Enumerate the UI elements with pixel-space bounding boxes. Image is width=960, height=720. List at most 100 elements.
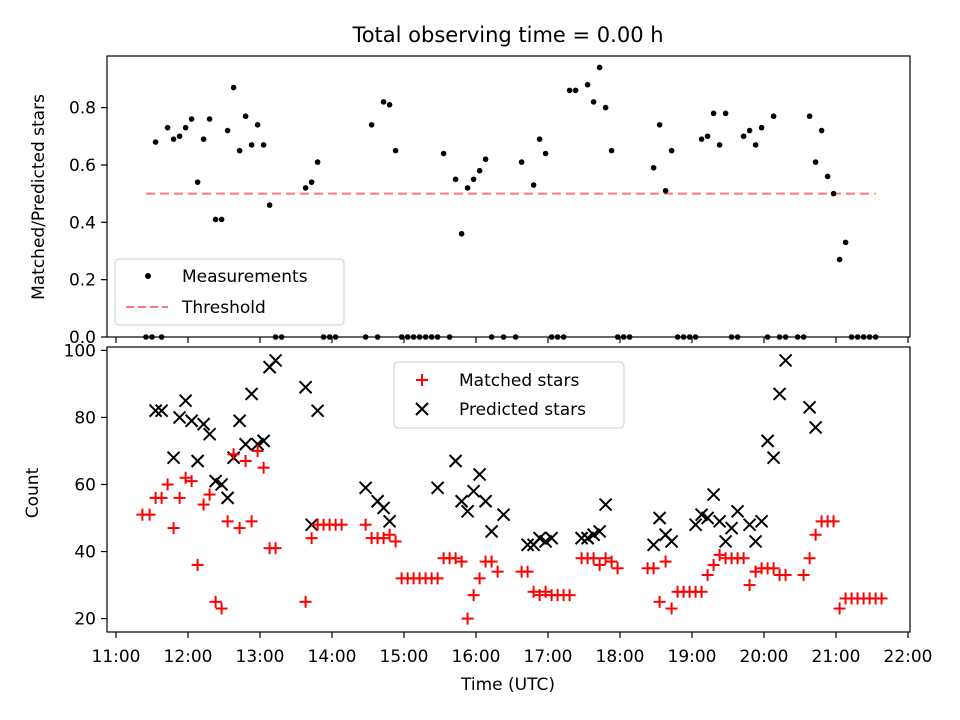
bottom-x-tick-label: 16:00 [452,647,501,667]
measurement-point [188,116,195,122]
matched-point [233,522,246,535]
predicted-point [220,491,235,505]
measurement-point [182,124,189,131]
legend-matched-label: Matched stars [459,371,579,391]
matched-point [251,444,264,457]
predicted-point [238,437,253,451]
matched-point [359,518,372,531]
matched-point [203,488,216,501]
measurement-point [710,110,717,117]
measurement-point [590,99,597,105]
matched-point [173,491,186,504]
predicted-point [592,524,607,539]
bottom-x-ticks: 11:00 12:00 13:00 14:00 15:00 16:00 17:00 18:00… [92,632,933,667]
legend-predicted-marker [415,402,429,416]
measurement-point [380,99,387,105]
predicted-point [376,501,391,515]
matched-point [521,565,534,578]
matched-point [383,528,396,541]
top-axes-frame [106,55,911,338]
predicted-point [358,481,373,495]
measurement-point [770,113,777,120]
predicted-point [202,427,217,441]
predicted-point [454,494,469,508]
measurement-point [572,87,579,94]
measurement-point [746,127,753,134]
predicted-point [478,494,493,508]
measurement-point [476,167,483,174]
matched-point [227,448,240,461]
bottom-x-tick-label: 22:00 [884,647,933,667]
matched-point [611,562,624,575]
measurement-point [698,136,705,142]
matched-point [215,602,228,615]
measurement-point [518,159,525,165]
predicted-point [730,504,745,519]
measurement-point [302,185,309,191]
measurement-point [308,179,315,185]
predicted-point [268,353,283,368]
predicted-point [184,414,199,428]
predicted-point [310,403,325,418]
measurement-point [224,127,231,134]
measurement-point [314,159,321,165]
predicted-point [778,353,793,368]
predicted-point [742,517,757,532]
predicted-point [598,497,613,512]
measurement-point [722,110,729,117]
top-y-tick-label: 0.6 [69,156,96,176]
measurement-point [704,133,711,140]
bottom-y-tick-label: 40 [74,543,96,563]
measurement-point [656,122,663,128]
predicted-point [214,477,229,492]
matched-point [161,478,174,491]
bottom-y-axis-label: Count [23,467,43,518]
predicted-point [748,534,763,549]
measurement-point [668,147,675,154]
measurement-point [464,185,471,191]
matched-point [269,542,282,555]
measurement-point [176,133,183,140]
measurement-point [470,176,477,183]
predicted-point [178,393,193,408]
matched-point [143,508,156,521]
top-y-tick-label: 0.8 [69,99,96,119]
predicted-point [430,481,445,495]
measurement-point [236,147,243,154]
predicted-point [148,403,163,418]
matched-point [473,572,486,585]
predicted-point [772,387,787,401]
measurement-point [830,190,837,197]
predicted-point [520,538,535,552]
measurement-point [242,113,249,120]
matched-point [647,562,660,575]
measurement-point [716,142,723,148]
bottom-x-tick-label: 19:00 [668,647,717,667]
predicted-point [688,517,703,532]
predicted-point [544,531,559,545]
measurement-point [194,179,201,185]
top-chart-title: Total observing time = 0.00 h [351,23,663,47]
top-y-axis-label: Matched/Predicted stars [29,94,49,300]
legend-matched-marker [416,374,428,386]
predicted-point [754,514,769,529]
matched-point [491,565,504,578]
measurement-point [596,64,603,71]
predicted-point [232,414,247,428]
matched-point [833,602,846,615]
matched-point [779,569,792,581]
matched-point [743,579,756,592]
matched-point [665,602,678,615]
matched-point [659,555,672,568]
bottom-x-tick-label: 12:00 [164,647,213,667]
bottom-x-tick-label: 15:00 [380,647,429,667]
measurement-point [542,150,549,157]
bottom-y-tick-label: 20 [74,610,96,630]
top-plot-area [143,64,879,340]
predicted-point [760,434,775,448]
matched-point [563,589,576,602]
bottom-x-tick-label: 20:00 [740,647,789,667]
predicted-point [646,538,661,552]
measurement-point [440,150,447,157]
bottom-x-tick-label: 11:00 [92,647,141,667]
